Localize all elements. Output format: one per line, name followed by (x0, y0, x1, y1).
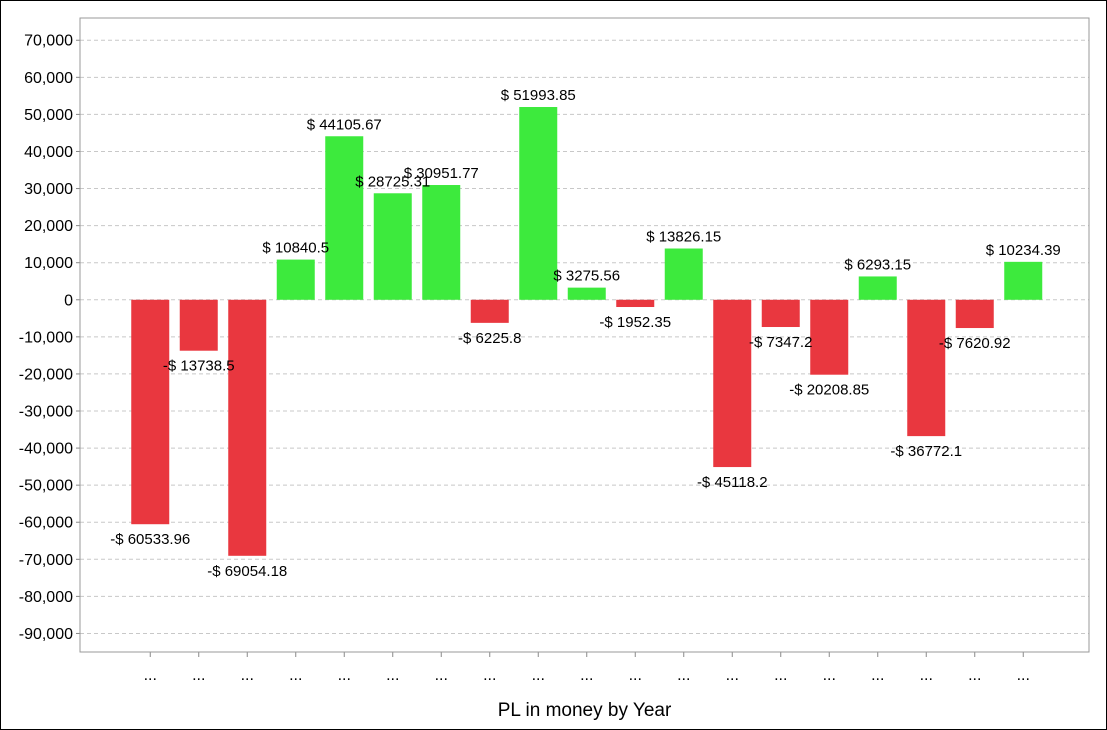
y-tick-label: 10,000 (24, 255, 73, 272)
data-labels: -$ 60533.96 -$ 13738.5 -$ 69054.18 $ 10840.… (110, 87, 1061, 580)
bar[interactable] (179, 299, 218, 351)
x-tick-label: ... (968, 667, 981, 684)
bar[interactable] (616, 299, 655, 308)
bar[interactable] (858, 276, 897, 300)
bar[interactable] (664, 248, 703, 300)
x-tick-label: ... (774, 667, 787, 684)
data-label: -$ 20208.85 (789, 382, 869, 399)
bar[interactable] (470, 299, 509, 323)
data-label: -$ 7620.92 (939, 335, 1011, 352)
bar[interactable] (907, 299, 946, 437)
data-label: $ 44105.67 (307, 116, 382, 133)
data-label: $ 30951.77 (404, 165, 479, 182)
bar[interactable] (276, 259, 315, 300)
plot-area-border (79, 17, 1090, 653)
x-tick-label: ... (580, 667, 593, 684)
y-tick-label: -80,000 (19, 589, 73, 606)
x-tick-label: ... (532, 667, 545, 684)
bar[interactable] (519, 107, 558, 300)
x-tick-label: ... (677, 667, 690, 684)
data-label: $ 3275.56 (553, 268, 620, 285)
x-tick-label: ... (144, 667, 157, 684)
data-label: -$ 45118.2 (697, 474, 768, 491)
bar[interactable] (955, 299, 994, 329)
y-tick-label: 50,000 (24, 107, 73, 124)
data-label: -$ 6225.8 (458, 330, 521, 347)
bar[interactable] (761, 299, 800, 328)
y-tick-label: -20,000 (19, 366, 73, 383)
y-tick-label: -30,000 (19, 404, 73, 421)
y-tick-label: -60,000 (19, 515, 73, 532)
x-tick-label: ... (726, 667, 739, 684)
data-label: $ 10840.5 (262, 240, 329, 257)
y-tick-label: 70,000 (24, 33, 73, 50)
x-tick-label: ... (435, 667, 448, 684)
bars (131, 107, 1043, 556)
bar[interactable] (1004, 261, 1043, 300)
y-tick-label: 60,000 (24, 70, 73, 87)
y-tick-label: -70,000 (19, 552, 73, 569)
y-tick-label: -10,000 (19, 329, 73, 346)
y-tick-label: -40,000 (19, 441, 73, 458)
data-label: -$ 13738.5 (163, 358, 235, 375)
x-tick-label: ... (920, 667, 933, 684)
x-tick-label: ... (338, 667, 351, 684)
y-tick-label: 0 (64, 292, 73, 309)
bar[interactable] (373, 193, 412, 300)
x-tick-label: ... (386, 667, 399, 684)
data-label: $ 13826.15 (646, 229, 721, 246)
x-axis-title: PL in money by Year (498, 700, 672, 721)
x-tick-label: ... (871, 667, 884, 684)
x-tick-label: ... (629, 667, 642, 684)
data-label: -$ 7347.2 (749, 334, 812, 351)
y-tick-label: 20,000 (24, 218, 73, 235)
x-tick-label: ... (1017, 667, 1030, 684)
bar[interactable] (228, 299, 267, 556)
data-label: $ 10234.39 (986, 242, 1061, 259)
bar[interactable] (422, 185, 461, 300)
x-tick-label: ... (823, 667, 836, 684)
data-label: -$ 69054.18 (207, 563, 287, 580)
y-tick-label: -50,000 (19, 478, 73, 495)
data-label: $ 51993.85 (501, 87, 576, 104)
data-label: -$ 36772.1 (890, 443, 962, 460)
bar[interactable] (713, 299, 752, 468)
x-tick-label: ... (483, 667, 496, 684)
x-tick-label: ... (289, 667, 302, 684)
x-tick-label: ... (241, 667, 254, 684)
x-tick-label: ... (192, 667, 205, 684)
bar[interactable] (810, 299, 849, 375)
data-label: $ 6293.15 (844, 256, 911, 273)
y-tick-label: 30,000 (24, 181, 73, 198)
bar[interactable] (131, 299, 170, 525)
bar[interactable] (325, 136, 364, 300)
data-label: $ 28725.31 (355, 173, 430, 190)
y-tick-label: -90,000 (19, 626, 73, 643)
y-axis-ticks: 70,000 60,000 50,000 40,000 30,000 20,000 10,0… (19, 33, 80, 643)
bar[interactable] (567, 287, 606, 300)
data-label: -$ 60533.96 (110, 531, 190, 548)
y-tick-label: 40,000 (24, 144, 73, 161)
x-axis-ticks: ........................................… (144, 652, 1030, 684)
data-label: -$ 1952.35 (599, 314, 671, 331)
